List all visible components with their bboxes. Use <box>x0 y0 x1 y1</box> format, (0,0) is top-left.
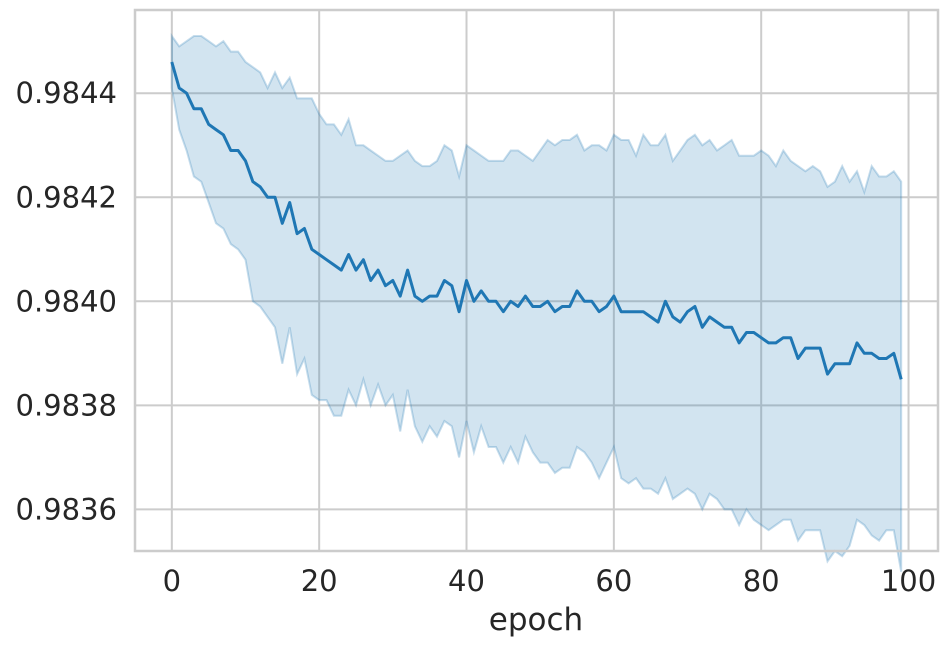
axes-spines <box>133 8 940 553</box>
y-tick-label: 0.9840 <box>16 284 117 318</box>
x-tick-label: 100 <box>881 564 936 598</box>
x-tick-label: 40 <box>448 564 485 598</box>
plot-frame <box>133 8 940 553</box>
x-tick-label: 20 <box>301 564 338 598</box>
y-axis-ticks: 0.9836 0.9838 0.9840 0.9842 0.9844 <box>16 76 117 526</box>
x-tick-label: 80 <box>743 564 780 598</box>
y-tick-label: 0.9836 <box>16 492 117 526</box>
y-tick-label: 0.9844 <box>16 76 117 110</box>
x-axis-ticks: 0 20 40 60 80 100 <box>163 564 937 598</box>
x-tick-label: 0 <box>163 564 181 598</box>
y-tick-label: 0.9842 <box>16 180 117 214</box>
x-axis-title: epoch <box>489 602 583 638</box>
mean-line <box>170 61 903 380</box>
x-tick-label: 60 <box>595 564 632 598</box>
y-tick-label: 0.9838 <box>16 388 117 422</box>
confidence-band <box>170 32 903 572</box>
